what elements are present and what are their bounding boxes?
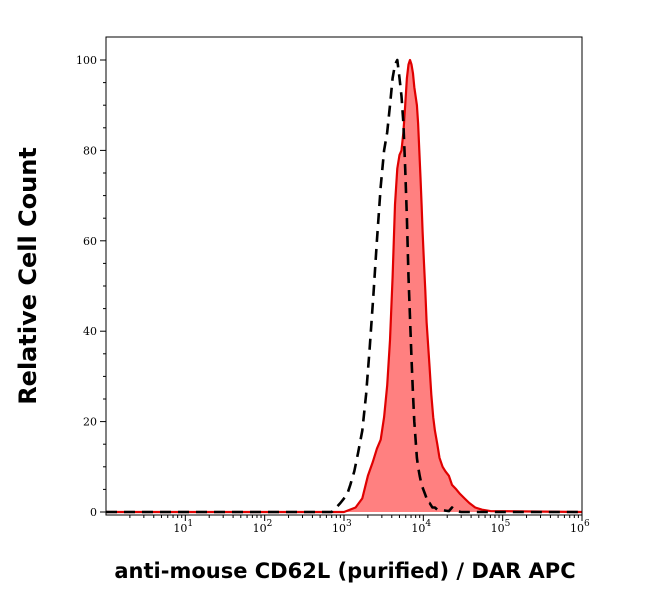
x-tick-label: 106 bbox=[570, 519, 590, 535]
y-tick-label: 80 bbox=[83, 144, 97, 157]
y-tick-label: 20 bbox=[83, 416, 97, 429]
plot-area bbox=[106, 58, 583, 514]
x-axis-title: anti-mouse CD62L (purified) / DAR APC bbox=[114, 559, 575, 583]
stained-histogram-fill bbox=[106, 60, 582, 512]
stained-histogram-line bbox=[106, 58, 583, 514]
axis-ticks: 0 20 40 60 80 100 101 102 103 104 105 106 bbox=[76, 54, 590, 535]
y-tick-label: 40 bbox=[83, 325, 97, 338]
control-histogram-dashed-line bbox=[106, 58, 582, 514]
x-tick-label: 105 bbox=[491, 519, 511, 535]
x-tick-label: 104 bbox=[411, 519, 431, 535]
x-tick-label: 102 bbox=[253, 519, 273, 535]
x-tick-label: 103 bbox=[332, 519, 352, 535]
y-axis-title: Relative Cell Count bbox=[14, 147, 42, 405]
plot-frame bbox=[105, 36, 583, 516]
y-tick-label: 100 bbox=[76, 54, 97, 67]
y-tick-label: 60 bbox=[83, 235, 97, 248]
x-tick-label: 101 bbox=[173, 519, 193, 535]
y-tick-label: 0 bbox=[90, 506, 97, 519]
